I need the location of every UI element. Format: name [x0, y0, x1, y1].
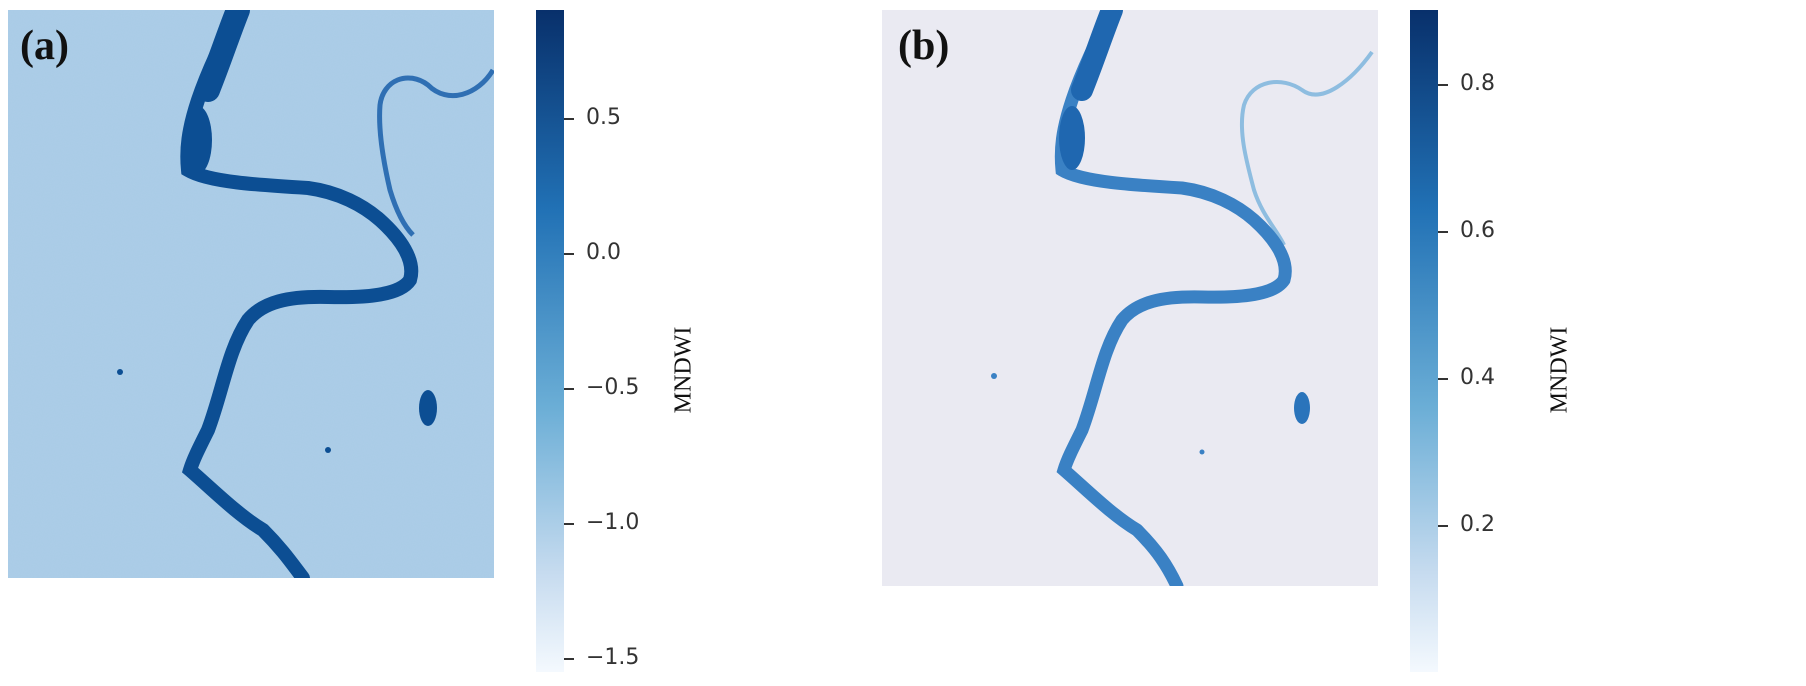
- colorbar-title-b: MNDWI: [1546, 326, 1573, 414]
- colorbar-tick-mark: [1438, 377, 1448, 380]
- colorbar-tick-label: 0.5: [586, 105, 621, 131]
- colorbar-tick-label: −1.5: [586, 645, 640, 671]
- colorbar-tick-label: 0.0: [586, 240, 621, 266]
- tributary-b: [1239, 50, 1374, 246]
- river-b: [1054, 10, 1292, 586]
- river-a: [180, 10, 419, 578]
- pond-b1: [991, 373, 997, 379]
- colorbar-a: [536, 10, 564, 672]
- panel-label-a: (a): [20, 23, 69, 69]
- mndwi-map-a: [8, 10, 494, 578]
- colorbar-tick-label: −0.5: [586, 375, 640, 401]
- colorbar-tick-mark: [564, 118, 574, 121]
- river-widening-a: [184, 106, 212, 174]
- colorbar-tick-label: 0.8: [1460, 70, 1495, 96]
- colorbar-tick-mark: [564, 523, 574, 526]
- colorbar-b: [1410, 10, 1438, 672]
- tributary-a: [377, 68, 494, 237]
- lake-a: [419, 390, 437, 426]
- colorbar-tick-label: 0.6: [1460, 217, 1495, 243]
- colorbar-tick-mark: [1438, 83, 1448, 86]
- panel-a: (a) 0.5 0.0 −0.5 −1.0 −1.5 MNDWI: [0, 0, 820, 686]
- colorbar-title-a: MNDWI: [670, 326, 697, 414]
- pond-a2: [325, 447, 331, 453]
- colorbar-tick-mark: [1438, 524, 1448, 527]
- colorbar-tick-label: −1.0: [586, 510, 640, 536]
- land-background-b: [882, 10, 1378, 586]
- colorbar-gradient-b: [1410, 10, 1438, 672]
- land-texture-a: [8, 10, 494, 578]
- river-upper-wide-b: [1071, 10, 1123, 101]
- colorbar-tick-label: 0.4: [1460, 364, 1495, 390]
- pond-b2: [1199, 449, 1205, 455]
- colorbar-tick-mark: [564, 658, 574, 661]
- panel-b: (b) 0.8 0.6 0.4 0.2 MNDWI: [882, 0, 1806, 686]
- colorbar-tick-mark: [1438, 230, 1448, 233]
- river-widening-b: [1059, 106, 1085, 170]
- river-upper-wide-a: [196, 10, 250, 102]
- pond-a1: [117, 369, 123, 375]
- colorbar-gradient-a: [536, 10, 564, 672]
- colorbar-tick-mark: [564, 388, 574, 391]
- panel-label-b: (b): [898, 23, 950, 69]
- colorbar-tick-mark: [564, 253, 574, 256]
- mndwi-map-b: [882, 10, 1378, 586]
- colorbar-tick-label: 0.2: [1460, 511, 1495, 537]
- lake-b: [1294, 392, 1310, 424]
